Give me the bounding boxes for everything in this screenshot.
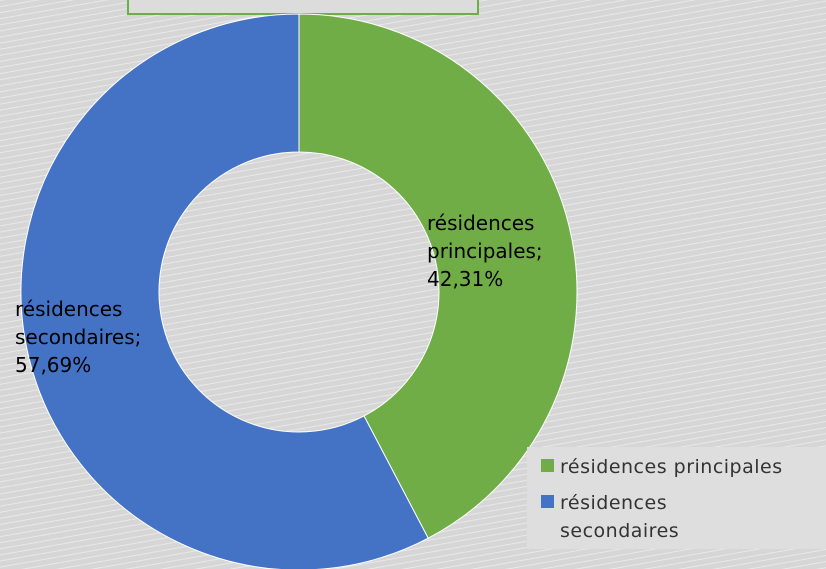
legend-label: résidences principales	[560, 456, 783, 478]
donut-slice	[20, 13, 429, 569]
title-box	[127, 0, 479, 15]
legend-swatch	[541, 459, 554, 472]
data-label-line: 42,31%	[427, 267, 503, 291]
data-label-line: principales;	[427, 239, 543, 263]
data-label: résidences secondaires; 57,69%	[15, 297, 141, 377]
data-label-line: résidences	[15, 297, 122, 321]
data-label-line: secondaires;	[15, 325, 141, 349]
data-label-line: résidences	[427, 211, 534, 235]
legend-label: résidences secondaires	[560, 492, 679, 542]
legend-label-line: résidences	[560, 492, 667, 514]
legend-swatch	[541, 495, 554, 508]
legend-label-line: résidences principales	[560, 456, 783, 478]
legend-label-line: secondaires	[560, 520, 679, 542]
data-label: résidences principales; 42,31%	[427, 211, 543, 291]
legend-box	[527, 447, 826, 549]
data-label-line: 57,69%	[15, 353, 91, 377]
donut-slice	[298, 13, 578, 539]
